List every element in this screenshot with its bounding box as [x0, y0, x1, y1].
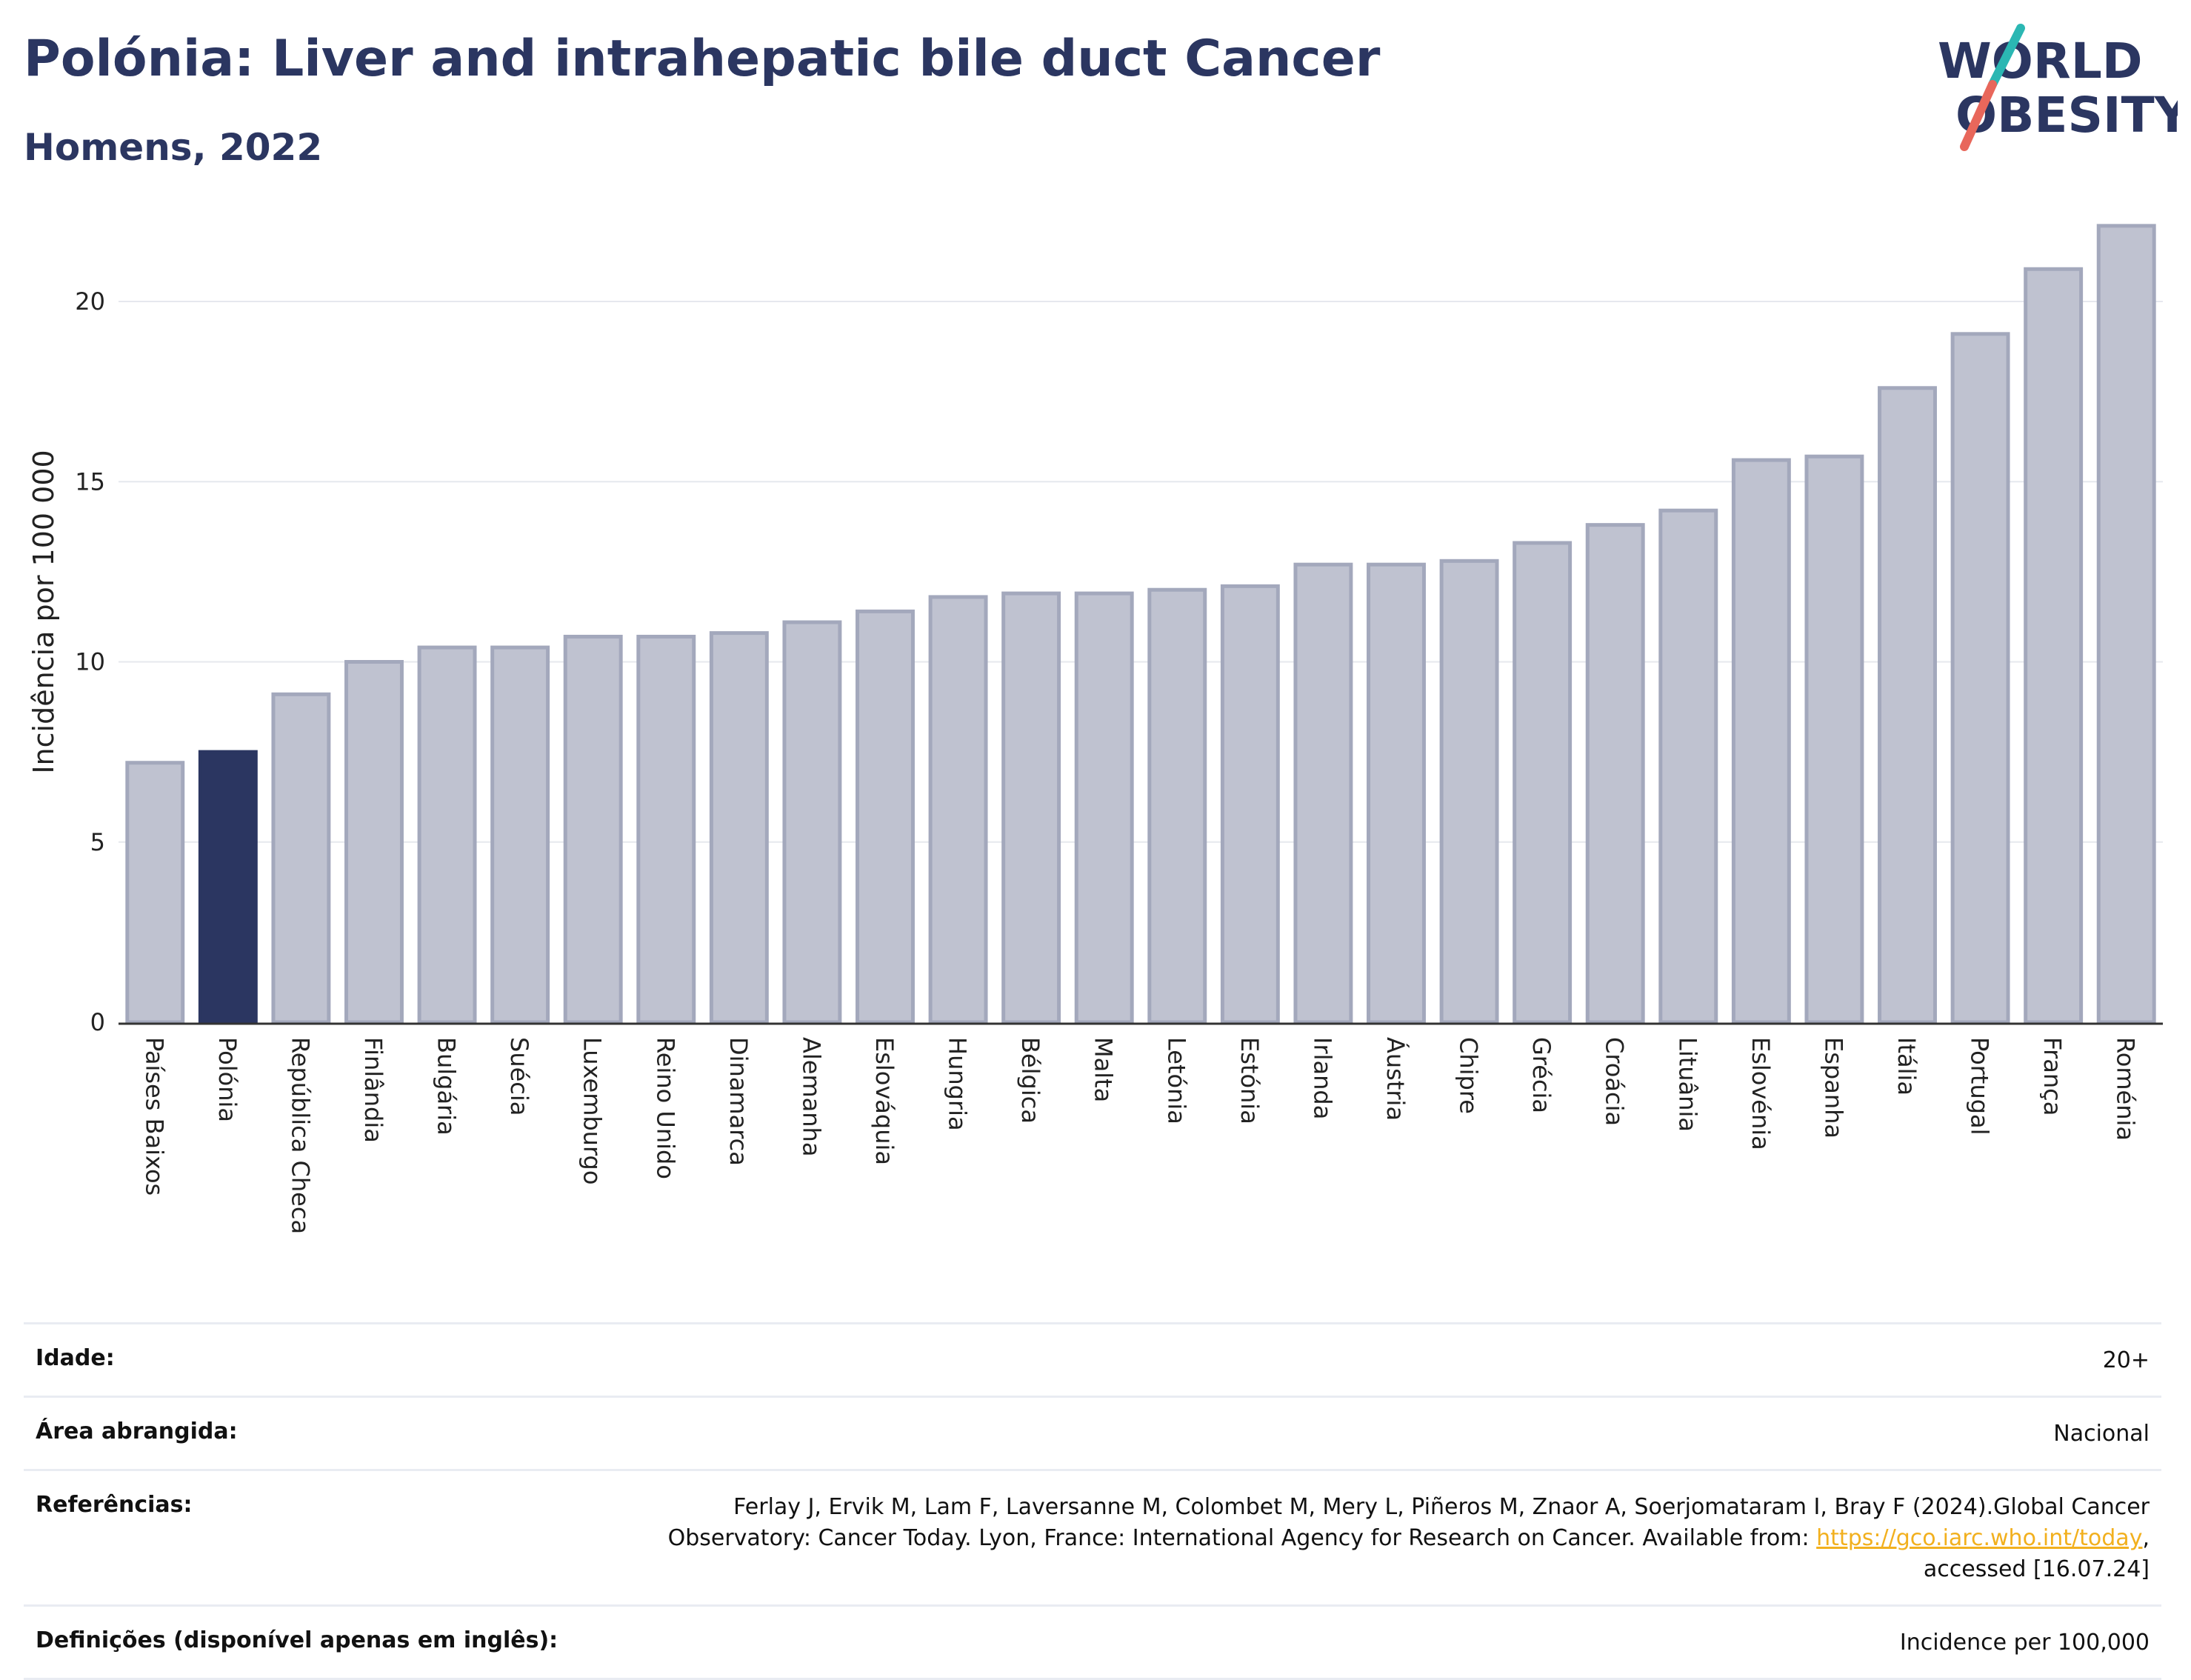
y-tick-label: 15 — [75, 467, 105, 496]
bar — [1293, 562, 1353, 1024]
meta-row-area: Área abrangida: Nacional — [24, 1396, 2161, 1469]
x-tick-label: Finlândia — [359, 1037, 387, 1143]
x-tick-label: Letónia — [1162, 1037, 1190, 1124]
x-tick-label: Espanha — [1819, 1037, 1847, 1139]
logo-line2: OBESITY — [1955, 87, 2178, 144]
bar — [198, 750, 258, 1024]
meta-row-references: Referências: Ferlay J, Ervik M, Lam F, L… — [24, 1469, 2161, 1604]
meta-key-area: Área abrangida: — [36, 1419, 238, 1444]
bar — [1439, 559, 1499, 1024]
x-tick-label: Malta — [1090, 1037, 1118, 1102]
x-tick-label: Hungria — [944, 1037, 972, 1131]
x-tick-label: Roménia — [2112, 1037, 2140, 1141]
x-tick-label: Lituânia — [1673, 1037, 1701, 1132]
page-subtitle: Homens, 2022 — [24, 126, 323, 169]
x-tick-label: Reino Unido — [651, 1037, 679, 1179]
meta-value-references: Ferlay J, Ervik M, Lam F, Laversanne M, … — [594, 1492, 2150, 1585]
bar — [709, 631, 769, 1024]
page-title: Polónia: Liver and intrahepatic bile duc… — [24, 30, 1381, 88]
x-tick-label: Alemanha — [797, 1037, 825, 1156]
x-axis-labels: Países Baixos Polónia República Checa Finlâ… — [140, 1037, 2139, 1234]
bar — [1220, 584, 1280, 1024]
x-tick-label: Dinamarca — [724, 1037, 753, 1166]
x-tick-label: Portugal — [1966, 1037, 1994, 1136]
bar — [563, 634, 623, 1024]
y-tick-label: 20 — [75, 287, 105, 316]
metadata-table: Idade: 20+ Área abrangida: Nacional Refe… — [24, 1322, 2161, 1680]
reference-accessed: , accessed [16.07.24] — [1923, 1525, 2150, 1582]
x-tick-label: Países Baixos — [140, 1037, 168, 1196]
bar — [636, 634, 696, 1024]
x-tick-label: Áustria — [1381, 1037, 1410, 1121]
logo-line1: WORLD — [1938, 33, 2143, 90]
bar — [1001, 591, 1061, 1024]
y-tick-label: 5 — [90, 828, 105, 856]
x-tick-label: França — [2038, 1037, 2067, 1116]
bars — [125, 224, 2156, 1024]
bar — [1074, 591, 1134, 1024]
logo-slash-bottom — [1960, 80, 1997, 151]
meta-row-definitions: Definições (disponível apenas em inglês)… — [24, 1604, 2161, 1680]
bar — [782, 620, 842, 1024]
bar — [1950, 332, 2010, 1024]
logo-slash-top — [1988, 24, 2025, 89]
meta-key-references: Referências: — [36, 1492, 193, 1518]
x-tick-label: República Checa — [286, 1037, 314, 1234]
meta-value-definitions: Incidence per 100,000 — [1899, 1630, 2150, 1656]
x-tick-label: Estónia — [1235, 1037, 1264, 1124]
x-tick-label: Eslovénia — [1747, 1037, 1775, 1150]
y-axis-ticks: 0 5 10 15 20 — [75, 287, 105, 1036]
world-obesity-logo: WORLD OBESITY — [1938, 24, 2178, 151]
bar — [1731, 458, 1791, 1024]
bar — [417, 645, 477, 1024]
bar — [271, 692, 331, 1024]
reference-link[interactable]: https://gco.iarc.who.int/today — [1816, 1525, 2143, 1551]
bar — [1367, 562, 1426, 1024]
bar — [2096, 224, 2156, 1024]
x-tick-label: Chipre — [1455, 1037, 1483, 1114]
meta-key-definitions: Definições (disponível apenas em inglês)… — [36, 1627, 558, 1653]
bar — [928, 595, 988, 1024]
bar — [1147, 587, 1207, 1024]
x-tick-label: Luxemburgo — [578, 1037, 607, 1184]
bar — [856, 609, 915, 1024]
x-tick-label: Grécia — [1527, 1037, 1555, 1113]
bar — [125, 761, 185, 1024]
bar — [2024, 267, 2084, 1024]
y-tick-label: 0 — [90, 1008, 105, 1036]
bar — [1878, 386, 1937, 1024]
y-axis-title: Incidência por 100 000 — [27, 450, 60, 773]
x-tick-label: Irlanda — [1308, 1037, 1336, 1119]
meta-value-age: 20+ — [2102, 1347, 2150, 1373]
bar — [490, 645, 550, 1024]
x-tick-label: Croácia — [1601, 1037, 1629, 1126]
x-tick-label: Polónia — [213, 1037, 241, 1122]
meta-value-area: Nacional — [2053, 1421, 2150, 1447]
bar — [344, 660, 404, 1024]
reference-text: Ferlay J, Ervik M, Lam F, Laversanne M, … — [667, 1494, 2150, 1551]
x-tick-label: Eslováquia — [870, 1037, 898, 1165]
meta-key-age: Idade: — [36, 1345, 115, 1371]
bar — [1804, 454, 1864, 1024]
x-tick-label: Bélgica — [1016, 1037, 1044, 1124]
bar — [1513, 541, 1573, 1024]
bar — [1658, 508, 1718, 1024]
bar — [1585, 523, 1645, 1024]
bar-chart: 0 5 10 15 20 Países Baixos Polónia República C… — [27, 224, 2163, 1234]
x-tick-label: Suécia — [505, 1037, 533, 1116]
x-tick-label: Bulgária — [433, 1037, 461, 1136]
meta-row-age: Idade: 20+ — [24, 1322, 2161, 1396]
y-tick-label: 10 — [75, 648, 105, 676]
x-tick-label: Itália — [1892, 1037, 1921, 1096]
